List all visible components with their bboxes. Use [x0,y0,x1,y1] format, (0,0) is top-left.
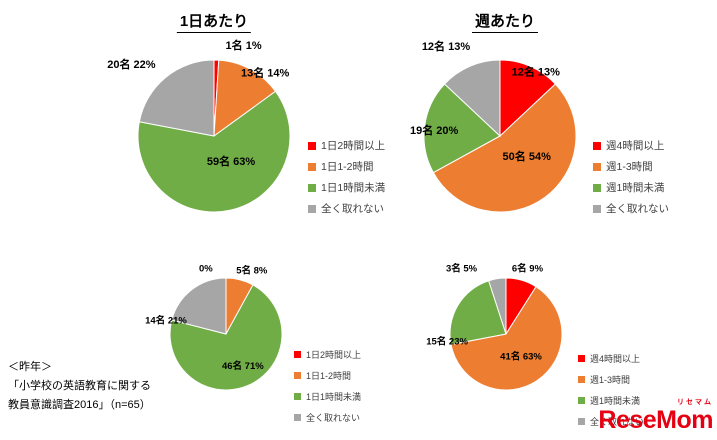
legend-swatch [593,162,601,171]
legend-label: 週1時間未満 [590,396,641,406]
legend-swatch [308,183,316,192]
legend-item: 全く取れない [308,201,385,216]
legend-per-week-2016: 週4時間以上 週1-3時間 週1時間未満 全く取れない [578,352,644,428]
pie-chart-per-day-2016: 0% 5名 8% 46名 71% 14名 21% [116,254,336,404]
survey-footnote: ＜昨年＞ 「小学校の英語教育に関する 教員意識調査2016」（n=65） [8,358,151,415]
pie-data-label: 13名 14% [241,66,290,80]
legend-label: 1日2時間以上 [306,350,362,360]
legend-label: 1日2時間以上 [321,140,386,152]
legend-item: 週1-3時間 [578,373,644,386]
column-title-per-week: 週あたり [471,10,539,33]
legend-label: 全く取れない [306,413,361,423]
legend-label: 全く取れない [606,203,669,215]
pie-data-label: 12名 13% [512,64,561,78]
pie-slice [443,59,501,138]
legend-item: 1日1時間未満 [308,180,385,195]
legend-label: 1日1時間未満 [321,182,386,194]
legend-item: 1日1-2時間 [294,369,361,382]
pie-data-label: 59名 63% [207,154,256,168]
legend-label: 全く取れない [590,417,645,427]
legend-item: 全く取れない [578,415,644,428]
pie-slice [432,83,577,213]
pie-data-label: 6名 9% [512,262,544,274]
pie-chart-per-week-current: 12名 13% 50名 54% 19名 20% 12名 13% [360,31,640,226]
pie-slice [169,284,283,391]
footnote-line-3: 教員意識調査2016」（n=65） [8,399,151,411]
pie-chart-per-week-2016: 6名 9% 41名 63% 15名 23% 3名 5% [396,254,616,404]
footnote-line-2: 「小学校の英語教育に関する [8,380,151,392]
resemom-logo-text: ReseMom [598,406,713,434]
legend-label: 1日1時間未満 [306,392,362,402]
legend-label: 週1-3時間 [590,375,631,385]
legend-swatch [308,141,316,150]
legend-label: 週4時間以上 [606,140,665,152]
resemom-logo-katakana: リセマム [677,399,713,406]
pie-data-label: 12名 13% [422,39,471,53]
legend-swatch [593,183,601,192]
legend-label: 1日1-2時間 [321,161,374,173]
pie-slice [138,59,215,137]
legend-swatch [593,204,601,213]
pie-slice [213,59,277,138]
legend-per-day-2016: 1日2時間以上 1日1-2時間 1日1時間未満 全く取れない [294,348,361,424]
legend-item: 全く取れない [294,411,361,424]
column-title-per-day: 1日あたり [176,10,252,33]
legend-per-week-current: 週4時間以上 週1-3時間 週1時間未満 全く取れない [593,138,669,216]
pie-data-label: 20名 22% [107,57,156,71]
pie-data-label: 50名 54% [503,149,552,163]
legend-swatch [308,162,316,171]
legend-item: 1日1-2時間 [308,159,385,174]
legend-label: 1日1-2時間 [306,371,352,381]
legend-swatch [578,418,585,425]
legend-item: 週1時間未満 [578,394,644,407]
legend-item: 1日2時間以上 [308,138,385,153]
legend-label: 週4時間以上 [590,354,641,364]
legend-swatch [593,141,601,150]
legend-swatch [294,414,301,421]
legend-swatch [294,393,301,400]
legend-swatch [578,397,585,404]
pie-data-label: 14名 21% [145,314,187,326]
legend-item: 週1時間未満 [593,180,669,195]
legend-item: 週1-3時間 [593,159,669,174]
legend-swatch [294,372,301,379]
pie-data-label: 5名 8% [236,264,268,276]
legend-item: 週4時間以上 [578,352,644,365]
pie-slice [137,90,291,213]
pie-chart-per-day-current: 1名 1% 13名 14% 59名 63% 20名 22% [74,31,354,226]
pie-slice [171,277,227,335]
legend-swatch [578,376,585,383]
pie-data-label: 46名 71% [222,360,264,372]
resemom-logo: リセマム ReseMom [598,397,713,433]
legend-swatch [294,351,301,358]
pie-data-label: 41名 63% [500,351,542,363]
legend-swatch [578,355,585,362]
legend-item: 全く取れない [593,201,669,216]
footnote-line-1: ＜昨年＞ [8,361,52,373]
pie-data-label: 15名 23% [426,336,468,348]
legend-label: 全く取れない [321,203,384,215]
pie-slice [449,280,507,346]
pie-slice [423,83,501,174]
legend-per-day-current: 1日2時間以上 1日1-2時間 1日1時間未満 全く取れない [308,138,385,216]
pie-data-label: 1名 1% [226,38,262,52]
pie-slice [499,59,557,138]
pie-slice [450,286,563,391]
legend-item: 1日2時間以上 [294,348,361,361]
legend-item: 1日1時間未満 [294,390,361,403]
legend-label: 週1-3時間 [606,161,653,173]
pie-data-label: 3名 5% [446,262,478,274]
pie-data-label: 0% [199,263,213,274]
pie-data-label: 19名 20% [410,123,459,137]
legend-label: 週1時間未満 [606,182,665,194]
legend-swatch [308,204,316,213]
pie-slice [488,277,507,335]
legend-item: 週4時間以上 [593,138,669,153]
